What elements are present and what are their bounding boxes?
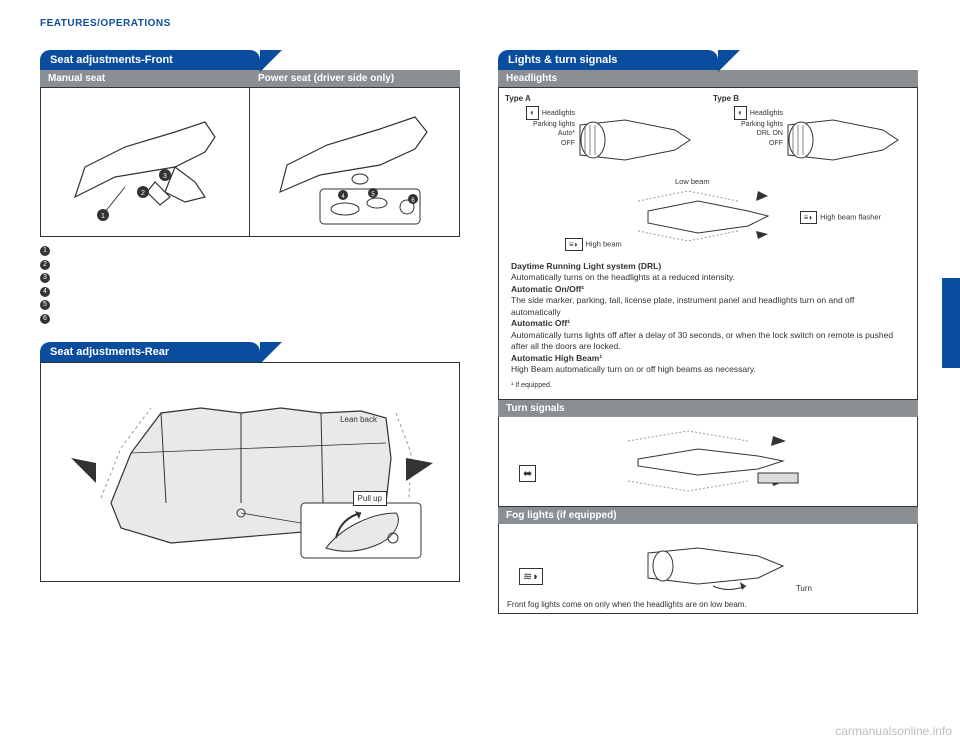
- type-a-headlights: Headlights: [542, 110, 575, 117]
- left-column: Seat adjustments-Front Manual seat 1 2 3: [40, 50, 460, 582]
- headlight-icon: ◐: [526, 106, 539, 120]
- fog-lights-section: Fog lights (if equipped) ≋◗ Turn Front f…: [498, 507, 918, 614]
- legend-num-6: 6: [40, 314, 50, 324]
- pull-up-label: Pull up: [353, 491, 387, 506]
- turn-signals-section: Turn signals ⬌: [498, 400, 918, 507]
- power-seat-image: 4 5 6: [250, 87, 460, 237]
- fog-lights-label: Fog lights (if equipped): [498, 507, 918, 524]
- turn-signals-image: ⬌: [498, 417, 918, 507]
- type-a-off: OFF: [505, 139, 575, 148]
- beam-lever-svg: [628, 181, 788, 251]
- type-b-drl: DRL ON: [713, 129, 783, 138]
- high-beam-flasher-icon: ≡◗: [800, 211, 818, 224]
- manual-seat-label: Manual seat: [40, 70, 250, 87]
- type-a-auto: Auto*: [505, 129, 575, 138]
- headlights-footnote: ¹ If equipped.: [505, 380, 911, 393]
- headlights-sub: Headlights: [498, 70, 918, 87]
- type-b-block: Type B ◐Headlights Parking lights DRL ON…: [713, 94, 911, 175]
- type-b-parking: Parking lights: [713, 120, 783, 129]
- type-b-headlights: Headlights: [750, 110, 783, 117]
- seat-rear-svg: [41, 363, 461, 583]
- drl-text: Automatically turns on the headlights at…: [511, 272, 735, 282]
- right-column: Lights & turn signals Headlights Type A …: [498, 50, 918, 614]
- svg-text:3: 3: [163, 173, 167, 180]
- auto-onoff-text: The side marker, parking, tail, license …: [511, 295, 854, 316]
- legend-num-4: 4: [40, 287, 50, 297]
- manual-seat-image: 1 2 3: [40, 87, 250, 237]
- fog-turn-label: Turn: [796, 584, 812, 593]
- headlight-icon: ◐: [734, 106, 747, 120]
- auto-off-title: Automatic Off¹: [511, 318, 570, 328]
- svg-text:1: 1: [101, 213, 105, 220]
- fog-lights-image: ≋◗ Turn Front fog lights come on only wh…: [498, 524, 918, 614]
- type-b-off: OFF: [713, 139, 783, 148]
- fog-lever-svg: [618, 538, 798, 598]
- fog-light-icon: ≋◗: [519, 568, 543, 585]
- headlights-panel: Type A ◐Headlights Parking lights Auto* …: [498, 87, 918, 400]
- svg-text:2: 2: [141, 190, 145, 197]
- seat-adjustments-front-section: Seat adjustments-Front Manual seat 1 2 3: [40, 50, 460, 324]
- power-seat-col: Power seat (driver side only) 4 5 6: [250, 70, 460, 237]
- low-beam-label: Low beam: [675, 177, 710, 186]
- type-a-parking: Parking lights: [505, 120, 575, 129]
- seat-front-title: Seat adjustments-Front: [40, 50, 260, 70]
- turn-signals-label: Turn signals: [498, 400, 918, 417]
- ahb-text: High Beam automatically turn on or off h…: [511, 364, 756, 374]
- seat-rear-image: Lean back Pull up: [40, 362, 460, 582]
- seat-front-legend: 1 2 3 4 5 6: [40, 243, 460, 324]
- beam-row: Low beam ≡◗High beam flasher ≡◗High beam: [505, 181, 911, 251]
- type-b-label: Type B: [713, 94, 911, 103]
- seat-rear-title: Seat adjustments-Rear: [40, 342, 260, 362]
- manual-seat-svg: 1 2 3: [55, 97, 235, 227]
- high-beam-flasher-label: ≡◗High beam flasher: [800, 211, 881, 224]
- headlight-types-row: Type A ◐Headlights Parking lights Auto* …: [505, 94, 911, 175]
- ahb-title: Automatic High Beam¹: [511, 353, 602, 363]
- lean-back-label: Lean back: [340, 415, 377, 424]
- auto-onoff-title: Automatic On/Off¹: [511, 284, 584, 294]
- manual-seat-col: Manual seat 1 2 3: [40, 70, 250, 237]
- fog-caption: Front fog lights come on only when the h…: [507, 600, 747, 609]
- legend-num-3: 3: [40, 273, 50, 283]
- page-tab: [942, 278, 960, 368]
- legend-num-1: 1: [40, 246, 50, 256]
- watermark: carmanualsonline.info: [835, 724, 952, 738]
- auto-off-text: Automatically turns lights off after a d…: [511, 330, 893, 351]
- headlights-text: Daytime Running Light system (DRL) Autom…: [505, 251, 911, 380]
- type-a-labels: ◐Headlights Parking lights Auto* OFF: [505, 106, 575, 148]
- type-b-labels: ◐Headlights Parking lights DRL ON OFF: [713, 106, 783, 148]
- legend-num-5: 5: [40, 300, 50, 310]
- drl-title: Daytime Running Light system (DRL): [511, 261, 661, 271]
- seat-adjustments-rear-section: Seat adjustments-Rear: [40, 342, 460, 582]
- high-beam-label: ≡◗High beam: [565, 238, 622, 251]
- power-seat-label: Power seat (driver side only): [250, 70, 460, 87]
- seat-front-row: Manual seat 1 2 3 Power seat (driver sid…: [40, 70, 460, 237]
- legend-num-2: 2: [40, 260, 50, 270]
- power-seat-svg: 4 5 6: [265, 97, 445, 227]
- lights-section: Lights & turn signals Headlights Type A …: [498, 50, 918, 614]
- type-a-label: Type A: [505, 94, 703, 103]
- turn-lever-svg: [608, 421, 808, 501]
- page-header: FEATURES/OPERATIONS: [40, 18, 171, 29]
- lights-title: Lights & turn signals: [498, 50, 718, 70]
- type-a-block: Type A ◐Headlights Parking lights Auto* …: [505, 94, 703, 175]
- high-beam-icon: ≡◗: [565, 238, 583, 251]
- turn-signal-icon: ⬌: [519, 465, 536, 482]
